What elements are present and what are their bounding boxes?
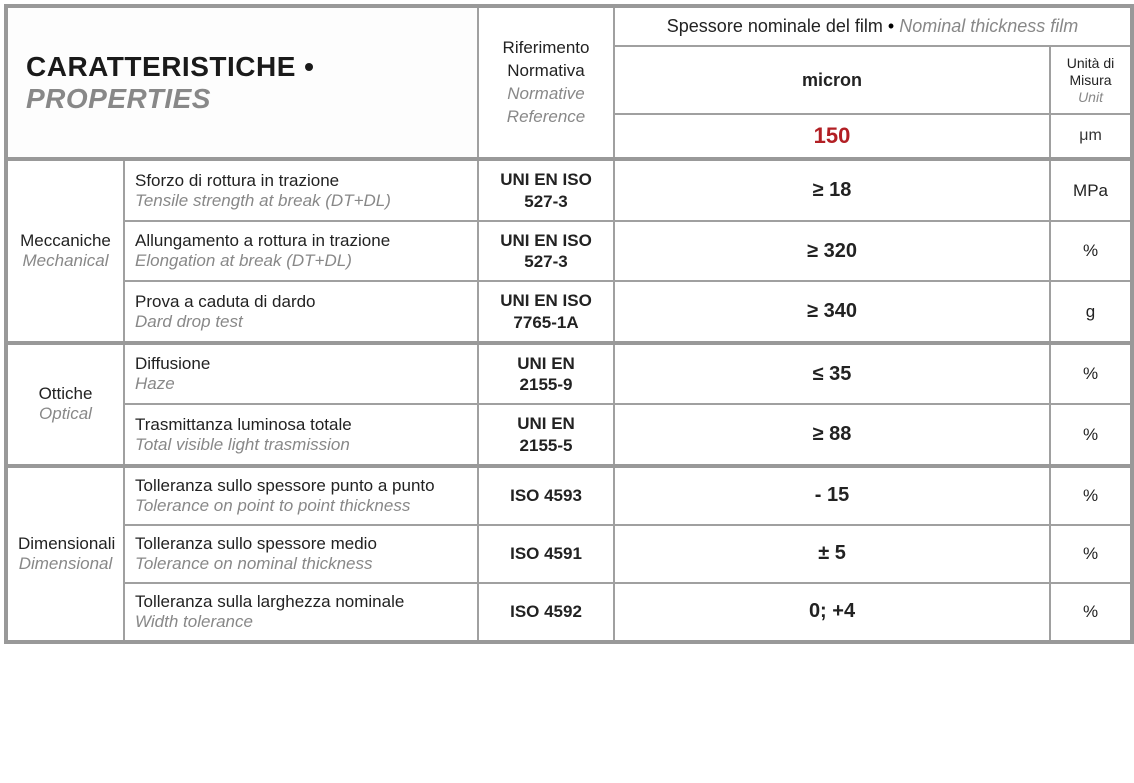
properties-table: CARATTERISTICHE • PROPERTIES Riferimento…: [4, 4, 1134, 644]
cat-en: Dimensional: [18, 554, 113, 574]
prop-en: Dard drop test: [135, 312, 467, 332]
table-row: Meccaniche Mechanical Sforzo di rottura …: [6, 159, 1132, 221]
reference-cell: UNI EN2155-9: [478, 343, 614, 405]
prop-it: Tolleranza sullo spessore medio: [135, 534, 467, 554]
reference-cell: ISO 4593: [478, 466, 614, 525]
property-cell: Allungamento a rottura in trazione Elong…: [124, 221, 478, 282]
table-row: Tolleranza sullo spessore medio Toleranc…: [6, 525, 1132, 583]
value-cell: ≥ 18: [614, 159, 1050, 221]
header-micron-label: micron: [614, 46, 1050, 114]
prop-en: Tolerance on nominal thickness: [135, 554, 467, 574]
cat-en: Optical: [18, 404, 113, 424]
header-row-1: CARATTERISTICHE • PROPERTIES Riferimento…: [6, 6, 1132, 46]
prop-it: Prova a caduta di dardo: [135, 292, 467, 312]
unit-it-2: Misura: [1070, 72, 1112, 88]
prop-it: Diffusione: [135, 354, 467, 374]
unit-cell: g: [1050, 281, 1132, 343]
thickness-en: Nominal thickness film: [899, 16, 1078, 36]
unit-cell: %: [1050, 525, 1132, 583]
category-optical: Ottiche Optical: [6, 343, 124, 466]
title-it: CARATTERISTICHE: [26, 51, 296, 82]
value-cell: 0; +4: [614, 583, 1050, 642]
reference-cell: UNI EN ISO527-3: [478, 159, 614, 221]
thickness-value: 150: [614, 114, 1050, 159]
ref-it-1: Riferimento: [489, 37, 603, 60]
property-cell: Diffusione Haze: [124, 343, 478, 405]
thickness-sep: •: [883, 16, 899, 36]
prop-it: Tolleranza sulla larghezza nominale: [135, 592, 467, 612]
prop-it: Allungamento a rottura in trazione: [135, 231, 467, 251]
property-cell: Tolleranza sullo spessore punto a punto …: [124, 466, 478, 525]
title-sep: •: [296, 51, 315, 82]
reference-cell: UNI EN ISO7765-1A: [478, 281, 614, 343]
property-cell: Trasmittanza luminosa totale Total visib…: [124, 404, 478, 466]
prop-en: Haze: [135, 374, 467, 394]
title-en: PROPERTIES: [26, 83, 211, 114]
property-cell: Sforzo di rottura in trazione Tensile st…: [124, 159, 478, 221]
thickness-unit: μm: [1050, 114, 1132, 159]
cat-it: Dimensionali: [18, 534, 113, 554]
thickness-it: Spessore nominale del film: [667, 16, 883, 36]
unit-en: Unit: [1061, 89, 1120, 106]
property-cell: Tolleranza sullo spessore medio Toleranc…: [124, 525, 478, 583]
table-row: Allungamento a rottura in trazione Elong…: [6, 221, 1132, 282]
reference-cell: UNI EN2155-5: [478, 404, 614, 466]
reference-cell: ISO 4591: [478, 525, 614, 583]
unit-it-1: Unità di: [1067, 55, 1114, 71]
ref-it-2: Normativa: [489, 60, 603, 83]
table-row: Dimensionali Dimensional Tolleranza sull…: [6, 466, 1132, 525]
table-row: Ottiche Optical Diffusione Haze UNI EN21…: [6, 343, 1132, 405]
value-cell: - 15: [614, 466, 1050, 525]
category-dimensional: Dimensionali Dimensional: [6, 466, 124, 642]
unit-cell: MPa: [1050, 159, 1132, 221]
header-title-cell: CARATTERISTICHE • PROPERTIES: [6, 6, 478, 159]
table-row: Tolleranza sulla larghezza nominale Widt…: [6, 583, 1132, 642]
value-cell: ≤ 35: [614, 343, 1050, 405]
unit-cell: %: [1050, 221, 1132, 282]
unit-cell: %: [1050, 404, 1132, 466]
cat-it: Ottiche: [18, 384, 113, 404]
header-thickness-title: Spessore nominale del film • Nominal thi…: [614, 6, 1132, 46]
cat-en: Mechanical: [18, 251, 113, 271]
prop-en: Width tolerance: [135, 612, 467, 632]
property-cell: Prova a caduta di dardo Dard drop test: [124, 281, 478, 343]
value-cell: ± 5: [614, 525, 1050, 583]
prop-en: Tolerance on point to point thickness: [135, 496, 467, 516]
unit-cell: %: [1050, 343, 1132, 405]
ref-en-2: Reference: [489, 106, 603, 129]
prop-it: Sforzo di rottura in trazione: [135, 171, 467, 191]
reference-cell: ISO 4592: [478, 583, 614, 642]
category-mechanical: Meccaniche Mechanical: [6, 159, 124, 343]
prop-en: Total visible light trasmission: [135, 435, 467, 455]
cat-it: Meccaniche: [18, 231, 113, 251]
prop-it: Tolleranza sullo spessore punto a punto: [135, 476, 467, 496]
prop-en: Tensile strength at break (DT+DL): [135, 191, 467, 211]
table-row: Trasmittanza luminosa totale Total visib…: [6, 404, 1132, 466]
reference-cell: UNI EN ISO527-3: [478, 221, 614, 282]
prop-en: Elongation at break (DT+DL): [135, 251, 467, 271]
prop-it: Trasmittanza luminosa totale: [135, 415, 467, 435]
value-cell: ≥ 340: [614, 281, 1050, 343]
value-cell: ≥ 88: [614, 404, 1050, 466]
value-cell: ≥ 320: [614, 221, 1050, 282]
unit-cell: %: [1050, 583, 1132, 642]
table-row: Prova a caduta di dardo Dard drop test U…: [6, 281, 1132, 343]
header-unit-label: Unità di Misura Unit: [1050, 46, 1132, 114]
property-cell: Tolleranza sulla larghezza nominale Widt…: [124, 583, 478, 642]
ref-en-1: Normative: [489, 83, 603, 106]
header-reference-cell: Riferimento Normativa Normative Referenc…: [478, 6, 614, 159]
unit-cell: %: [1050, 466, 1132, 525]
